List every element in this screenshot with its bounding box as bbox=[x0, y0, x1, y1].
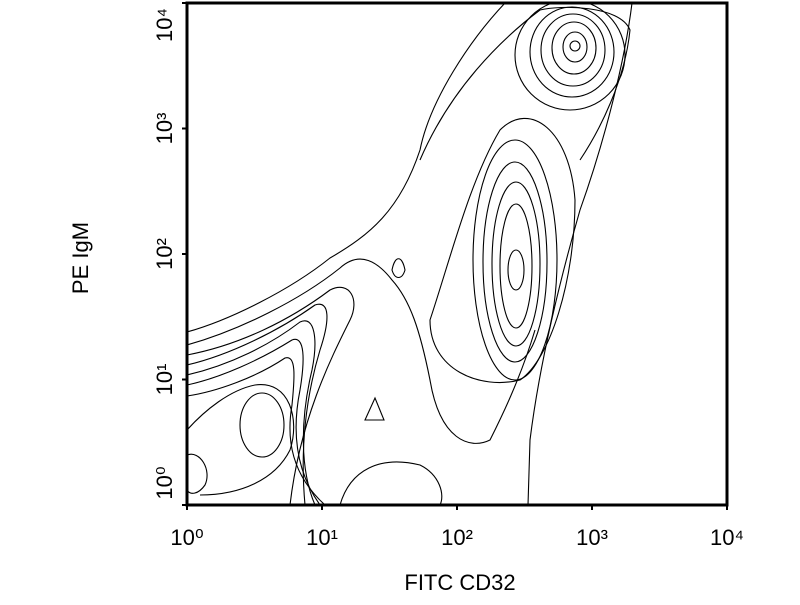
x-axis-label: FITC CD32 bbox=[404, 570, 515, 595]
x-tick-label: 10⁰ bbox=[170, 525, 203, 550]
y-tick-label: 10⁰ bbox=[152, 466, 177, 499]
y-axis-label: PE IgM bbox=[68, 222, 93, 294]
x-tick-label: 10¹ bbox=[306, 525, 338, 550]
contours bbox=[187, 3, 633, 505]
y-tick-label: 10¹ bbox=[152, 364, 177, 396]
y-tick-label: 10⁴ bbox=[152, 8, 177, 42]
y-tick-label: 10³ bbox=[152, 113, 177, 145]
x-tick-label: 10⁴ bbox=[710, 525, 744, 550]
y-tick-label: 10² bbox=[152, 238, 177, 270]
x-tick-label: 10³ bbox=[576, 525, 608, 550]
x-tick-label: 10² bbox=[441, 525, 473, 550]
plot-frame bbox=[185, 1, 729, 507]
